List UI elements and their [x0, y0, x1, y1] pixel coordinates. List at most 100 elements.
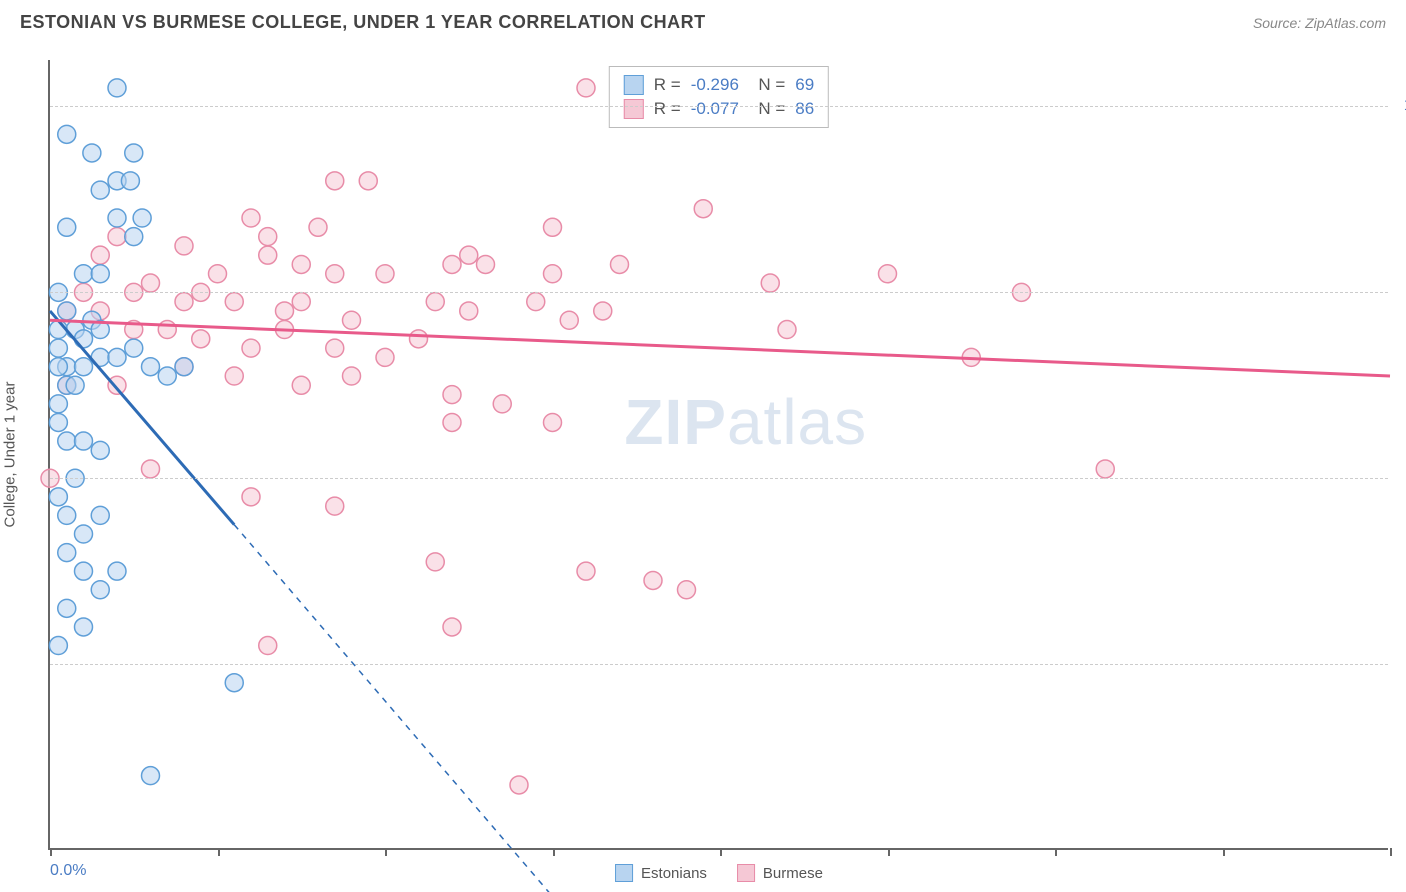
burmese-point [225, 293, 243, 311]
burmese-point [644, 571, 662, 589]
estonians-point [108, 562, 126, 580]
x-tick [385, 848, 387, 856]
swatch-burmese-icon [624, 99, 644, 119]
bottom-legend: Estonians Burmese [615, 864, 823, 882]
burmese-point [611, 255, 629, 273]
burmese-point [259, 228, 277, 246]
estonians-point [125, 339, 143, 357]
estonians-point [91, 441, 109, 459]
burmese-point [108, 228, 126, 246]
burmese-point [158, 321, 176, 339]
y-tick-label: 60.0% [1398, 469, 1406, 487]
estonians-point [108, 348, 126, 366]
burmese-point [326, 172, 344, 190]
burmese-point [778, 321, 796, 339]
estonians-point [125, 228, 143, 246]
stats-row-estonians: R = -0.296 N = 69 [624, 73, 814, 97]
burmese-point [242, 488, 260, 506]
burmese-point [544, 265, 562, 283]
plot-area: ZIPatlas R = -0.296 N = 69 R = -0.077 N … [48, 60, 1388, 850]
estonians-point [83, 144, 101, 162]
estonians-point [225, 674, 243, 692]
estonians-point [49, 358, 67, 376]
burmese-point [443, 413, 461, 431]
legend-item-burmese: Burmese [737, 864, 823, 882]
x-tick [218, 848, 220, 856]
burmese-point [510, 776, 528, 794]
estonians-point [75, 432, 93, 450]
burmese-point [142, 460, 160, 478]
x-tick [553, 848, 555, 856]
burmese-point [91, 246, 109, 264]
estonians-point [49, 488, 67, 506]
burmese-point [544, 413, 562, 431]
burmese-point [493, 395, 511, 413]
burmese-point [678, 581, 696, 599]
burmese-point [443, 618, 461, 636]
y-tick-label: 100.0% [1398, 97, 1406, 115]
x-axis-min-label: 0.0% [50, 862, 86, 880]
burmese-point [175, 293, 193, 311]
burmese-point [594, 302, 612, 320]
estonians-point [58, 218, 76, 236]
burmese-point [477, 255, 495, 273]
burmese-point [309, 218, 327, 236]
chart-title: ESTONIAN VS BURMESE COLLEGE, UNDER 1 YEA… [20, 12, 706, 33]
burmese-point [544, 218, 562, 236]
estonians-point [91, 265, 109, 283]
burmese-point [326, 497, 344, 515]
burmese-point [242, 209, 260, 227]
burmese-point [292, 255, 310, 273]
estonians-point [142, 767, 160, 785]
burmese-point [560, 311, 578, 329]
burmese-point [326, 265, 344, 283]
burmese-point [443, 386, 461, 404]
legend-item-estonians: Estonians [615, 864, 707, 882]
estonians-point [58, 599, 76, 617]
swatch-estonians-icon [615, 864, 633, 882]
estonians-point [58, 302, 76, 320]
estonians-point [75, 562, 93, 580]
burmese-point [242, 339, 260, 357]
estonians-point [75, 330, 93, 348]
estonians-point [75, 525, 93, 543]
y-tick-label: 40.0% [1398, 655, 1406, 673]
burmese-point [376, 265, 394, 283]
estonians-point [49, 395, 67, 413]
x-tick [1223, 848, 1225, 856]
burmese-point [460, 302, 478, 320]
burmese-point [343, 311, 361, 329]
gridline [50, 106, 1388, 107]
burmese-point [460, 246, 478, 264]
swatch-burmese-icon [737, 864, 755, 882]
x-tick [720, 848, 722, 856]
burmese-point [259, 246, 277, 264]
estonians-point [49, 637, 67, 655]
estonians-point [175, 358, 193, 376]
burmese-point [292, 293, 310, 311]
chart-container: ZIPatlas R = -0.296 N = 69 R = -0.077 N … [48, 60, 1388, 850]
burmese-point [326, 339, 344, 357]
burmese-point [108, 376, 126, 394]
scatter-svg [50, 60, 1388, 848]
burmese-point [426, 293, 444, 311]
stats-legend: R = -0.296 N = 69 R = -0.077 N = 86 [609, 66, 829, 128]
estonians-point [58, 544, 76, 562]
estonians-trend-dash [234, 525, 552, 892]
burmese-point [426, 553, 444, 571]
burmese-point [879, 265, 897, 283]
estonians-point [75, 265, 93, 283]
burmese-point [761, 274, 779, 292]
swatch-estonians-icon [624, 75, 644, 95]
estonians-point [58, 506, 76, 524]
source-label: Source: ZipAtlas.com [1253, 15, 1386, 31]
burmese-point [142, 274, 160, 292]
estonians-point [125, 144, 143, 162]
estonians-point [91, 181, 109, 199]
estonians-point [121, 172, 139, 190]
estonians-point [142, 358, 160, 376]
gridline [50, 478, 1388, 479]
x-tick [888, 848, 890, 856]
y-axis-label: College, Under 1 year [2, 382, 19, 528]
burmese-point [577, 79, 595, 97]
